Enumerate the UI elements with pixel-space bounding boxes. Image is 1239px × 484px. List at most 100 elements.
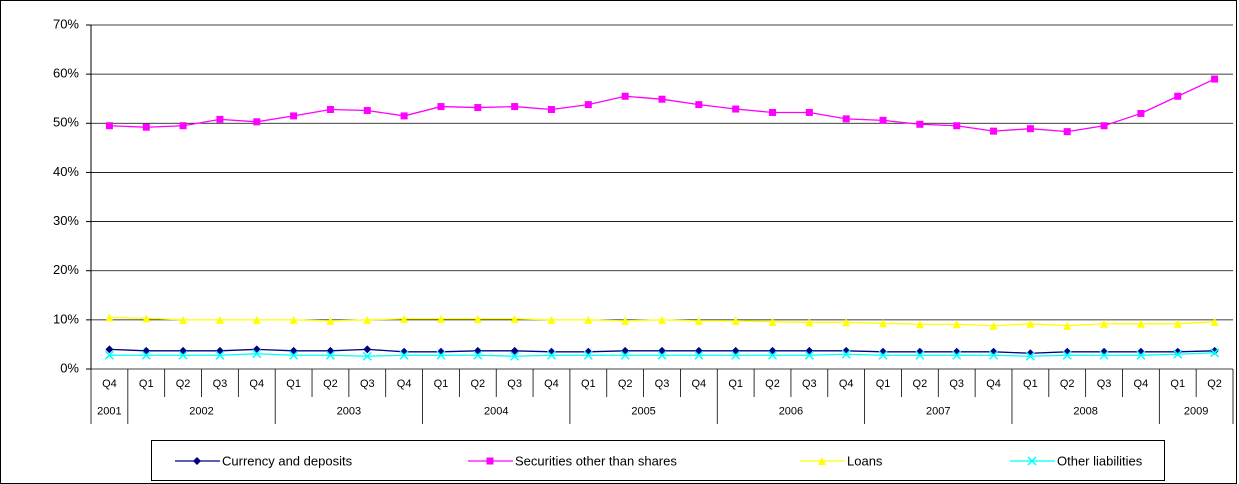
marker: [804, 350, 814, 360]
marker: [215, 315, 224, 324]
marker: [1062, 350, 1072, 360]
x-tick-label: Q2: [1060, 378, 1075, 390]
marker: [289, 315, 298, 324]
y-tick-label: 40%: [53, 164, 79, 179]
marker: [289, 350, 299, 360]
marker: [363, 315, 372, 324]
marker: [695, 101, 703, 109]
marker: [1173, 349, 1183, 359]
x-group-label: 2006: [779, 405, 803, 417]
marker: [253, 118, 261, 126]
marker: [1026, 125, 1034, 133]
marker: [731, 316, 740, 325]
marker: [179, 122, 187, 130]
x-tick-label: Q4: [397, 378, 412, 390]
y-tick-label: 50%: [53, 115, 79, 130]
marker: [326, 316, 335, 325]
marker: [989, 321, 998, 330]
x-tick-label: Q1: [581, 378, 596, 390]
x-group-label: 2002: [189, 405, 213, 417]
marker: [1100, 122, 1108, 130]
x-group-label: 2003: [337, 405, 361, 417]
marker: [1027, 456, 1037, 466]
marker: [731, 350, 741, 360]
marker: [621, 92, 629, 100]
marker: [841, 349, 851, 359]
marker: [768, 317, 777, 326]
marker: [436, 314, 445, 323]
marker: [584, 101, 592, 109]
legend-label: Other liabilities: [1057, 453, 1143, 468]
marker: [141, 350, 151, 360]
marker: [878, 350, 888, 360]
legend-box: [151, 440, 1165, 481]
x-tick-label: Q3: [655, 378, 670, 390]
marker: [621, 316, 630, 325]
marker: [1063, 128, 1071, 136]
x-tick-label: Q4: [691, 378, 706, 390]
x-tick-label: Q1: [286, 378, 301, 390]
marker: [990, 127, 998, 135]
marker: [1210, 317, 1219, 326]
x-tick-label: Q4: [839, 378, 854, 390]
marker: [510, 351, 520, 361]
marker: [436, 350, 446, 360]
marker: [363, 345, 372, 354]
marker: [104, 350, 114, 360]
marker: [658, 315, 666, 324]
x-tick-label: Q2: [470, 378, 485, 390]
marker: [216, 115, 224, 123]
marker: [193, 457, 201, 465]
y-tick-label: 10%: [53, 311, 79, 326]
marker: [1025, 351, 1035, 361]
x-tick-label: Q3: [802, 378, 817, 390]
marker: [657, 350, 667, 360]
marker: [510, 346, 519, 355]
marker: [767, 350, 778, 360]
marker: [805, 318, 814, 327]
marker: [1137, 109, 1145, 117]
marker: [400, 314, 409, 323]
x-tick-label: Q1: [1170, 378, 1185, 390]
marker: [486, 457, 494, 465]
marker: [1173, 319, 1182, 328]
marker: [732, 105, 740, 113]
x-group-label: 2009: [1184, 405, 1208, 417]
marker: [399, 350, 409, 360]
marker: [510, 314, 519, 323]
x-tick-label: Q1: [728, 378, 743, 390]
marker: [142, 314, 151, 323]
marker: [769, 108, 777, 116]
marker: [105, 122, 113, 130]
x-tick-label: Q1: [876, 378, 891, 390]
marker: [326, 106, 334, 114]
marker: [915, 350, 925, 360]
x-tick-label: Q3: [949, 378, 964, 390]
marker: [879, 319, 888, 328]
marker: [1136, 319, 1145, 328]
marker: [1063, 321, 1072, 330]
x-group-label: 2007: [926, 405, 950, 417]
x-tick-label: Q2: [913, 378, 928, 390]
y-tick-label: 0%: [60, 360, 79, 375]
marker: [620, 350, 630, 360]
marker: [1026, 319, 1035, 328]
x-tick-label: Q2: [765, 378, 780, 390]
x-tick-label: Q4: [986, 378, 1001, 390]
x-tick-label: Q2: [323, 378, 338, 390]
marker: [178, 350, 188, 360]
marker: [842, 318, 851, 327]
marker: [179, 315, 188, 324]
x-group-label: 2005: [631, 405, 655, 417]
x-tick-label: Q2: [618, 378, 633, 390]
x-tick-label: Q1: [139, 378, 154, 390]
marker: [547, 315, 556, 324]
marker: [105, 345, 114, 354]
legend: Currency and deposits Securities other th…: [151, 440, 1165, 481]
marker: [142, 123, 150, 131]
legend-label: Loans: [847, 453, 883, 468]
x-tick-label: Q1: [1023, 378, 1038, 390]
marker: [362, 351, 372, 361]
marker: [1211, 75, 1219, 83]
